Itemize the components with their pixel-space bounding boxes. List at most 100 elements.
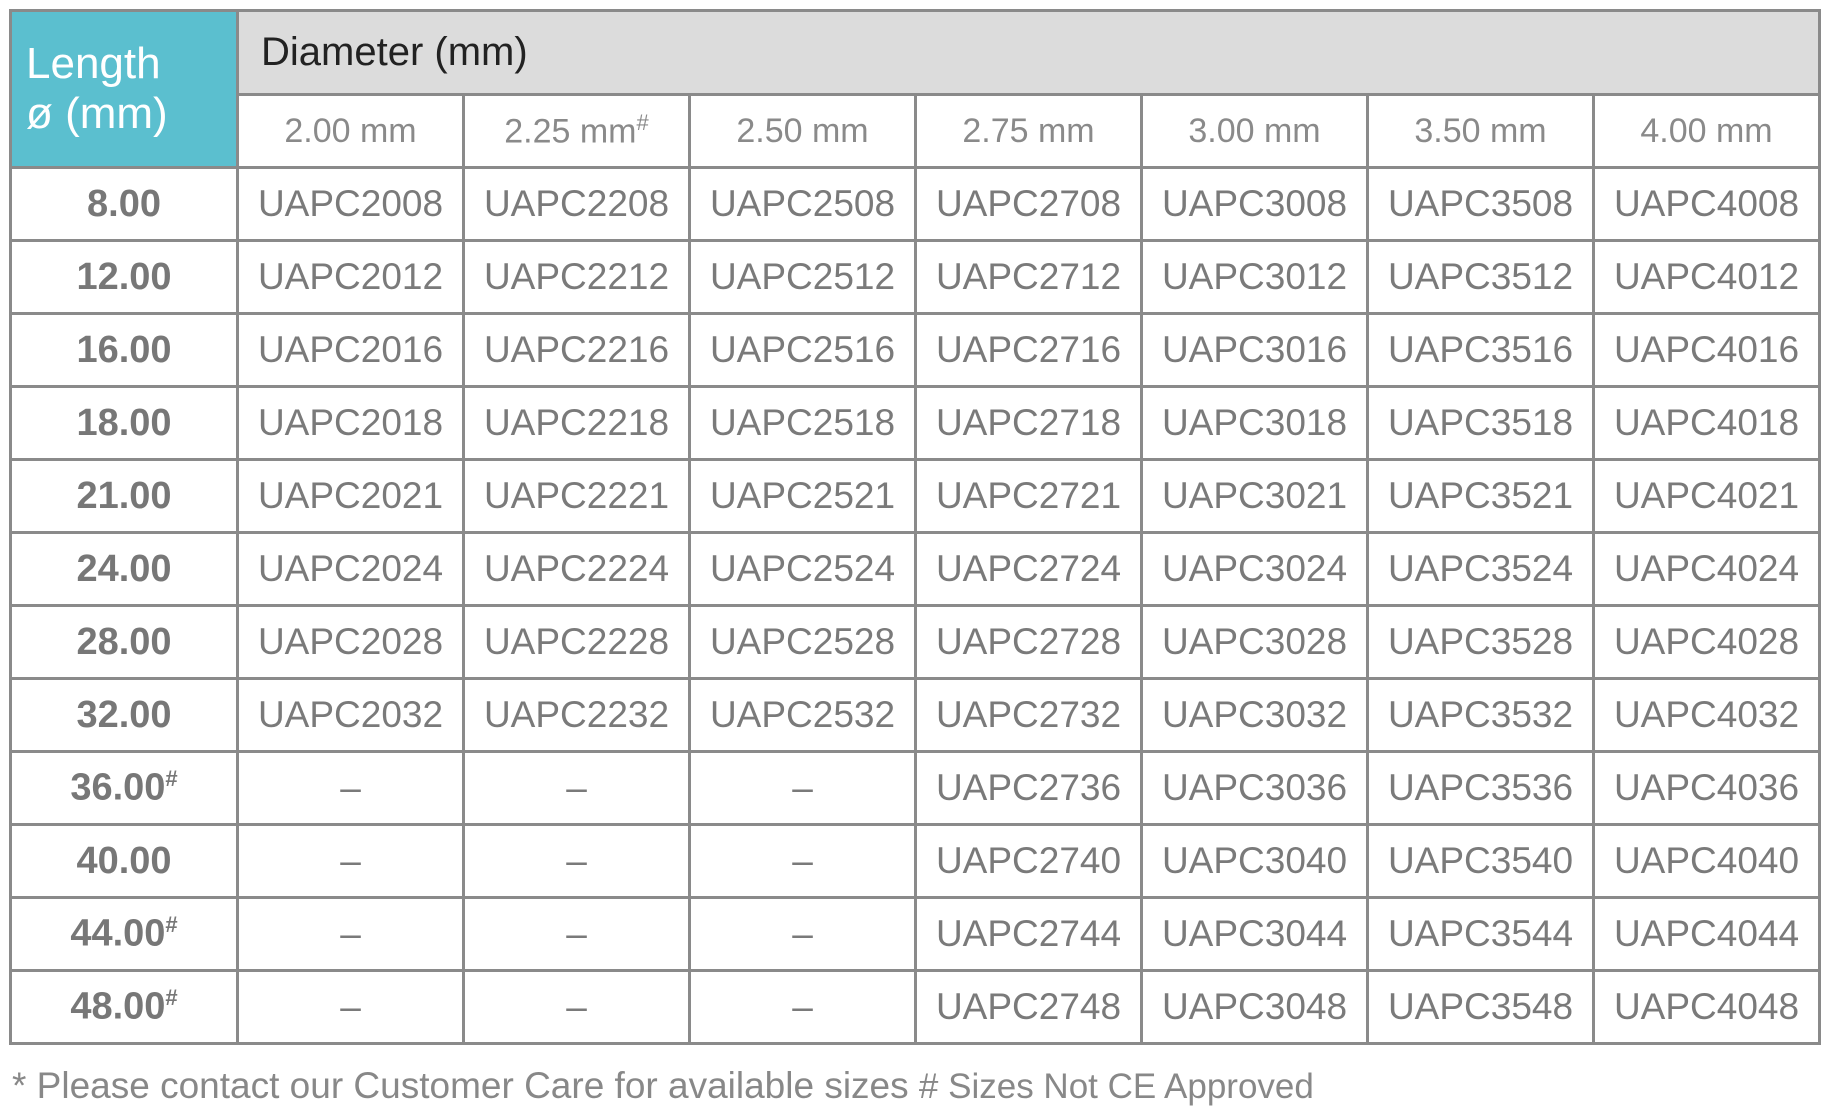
product-code-cell: UAPC2212 [462, 239, 691, 315]
product-code-cell: – [236, 823, 465, 899]
length-cell: 40.00 [9, 823, 239, 899]
length-cell: 12.00 [9, 239, 239, 315]
diameter-column-header: 2.50 mm [688, 93, 917, 169]
product-code-cell: UAPC2012 [236, 239, 465, 315]
not-ce-mark: # [165, 985, 178, 1011]
product-code-cell: UAPC3024 [1140, 531, 1369, 607]
table-row: 28.00 UAPC2028 UAPC2228 UAPC2528 UAPC2728 UAP… [9, 604, 1821, 680]
product-code-cell: – [236, 969, 465, 1045]
product-code-cell: – [688, 750, 917, 826]
table-body: 8.00 UAPC2008 UAPC2208 UAPC2508 UAPC2708 UAPC… [9, 166, 1821, 1045]
product-code-cell: – [462, 823, 691, 899]
diameter-label: 2.50 mm [736, 111, 869, 150]
product-code-cell: UAPC2528 [688, 604, 917, 680]
product-code-cell: – [236, 750, 465, 826]
product-code-cell: UAPC3544 [1366, 896, 1595, 972]
product-code-cell: UAPC3512 [1366, 239, 1595, 315]
diameter-header: Diameter (mm) [236, 9, 1821, 96]
product-code-cell: UAPC2740 [914, 823, 1143, 899]
diameter-column-header: 2.00 mm [236, 93, 465, 169]
product-code-cell: UAPC2736 [914, 750, 1143, 826]
length-cell: 16.00 [9, 312, 239, 388]
product-code-cell: UAPC4024 [1592, 531, 1821, 607]
diameter-column-header: 2.25 mm# [462, 93, 691, 169]
footer-note-contact: * Please contact our Customer Care for a… [12, 1065, 909, 1106]
length-header: Length ø (mm) [9, 9, 239, 169]
length-value: 12.00 [76, 255, 172, 298]
table-row: 16.00 UAPC2016 UAPC2216 UAPC2516 UAPC2716 UAP… [9, 312, 1821, 388]
table-row: 32.00 UAPC2032 UAPC2232 UAPC2532 UAPC2732 UAP… [9, 677, 1821, 753]
product-code-cell: UAPC3532 [1366, 677, 1595, 753]
product-code-cell: UAPC2008 [236, 166, 465, 242]
diameter-label: 3.50 mm [1414, 111, 1547, 150]
product-code-cell: – [462, 896, 691, 972]
product-code-cell: UAPC3040 [1140, 823, 1369, 899]
length-value: 40.00 [76, 839, 172, 882]
not-ce-mark: # [165, 766, 178, 792]
length-cell: 32.00 [9, 677, 239, 753]
length-value: 36.00 [70, 766, 166, 809]
product-code-cell: UAPC3508 [1366, 166, 1595, 242]
product-code-cell: UAPC4021 [1592, 458, 1821, 534]
product-code-cell: UAPC3524 [1366, 531, 1595, 607]
product-code-cell: UAPC2524 [688, 531, 917, 607]
product-code-cell: UAPC2508 [688, 166, 917, 242]
length-value: 24.00 [76, 547, 172, 590]
product-code-cell: – [688, 823, 917, 899]
footer-notes: * Please contact our Customer Care for a… [12, 1065, 1314, 1107]
table-row: 24.00 UAPC2024 UAPC2224 UAPC2524 UAPC2724 UAP… [9, 531, 1821, 607]
product-code-cell: UAPC4018 [1592, 385, 1821, 461]
length-value: 21.00 [76, 474, 172, 517]
product-code-cell: UAPC3516 [1366, 312, 1595, 388]
diameter-column-header: 3.00 mm [1140, 93, 1369, 169]
diameter-label: 3.00 mm [1188, 111, 1321, 150]
product-code-cell: UAPC2712 [914, 239, 1143, 315]
product-code-cell: UAPC3048 [1140, 969, 1369, 1045]
product-code-cell: UAPC2732 [914, 677, 1143, 753]
product-code-cell: UAPC2512 [688, 239, 917, 315]
product-code-cell: – [688, 969, 917, 1045]
product-code-cell: UAPC2721 [914, 458, 1143, 534]
product-code-cell: UAPC2716 [914, 312, 1143, 388]
product-code-cell: UAPC2018 [236, 385, 465, 461]
length-value: 48.00 [70, 985, 166, 1028]
length-value: 16.00 [76, 328, 172, 371]
product-code-cell: UAPC3044 [1140, 896, 1369, 972]
product-code-cell: – [236, 896, 465, 972]
product-code-cell: – [462, 969, 691, 1045]
length-value: 18.00 [76, 401, 172, 444]
length-value: 8.00 [87, 182, 161, 225]
product-code-cell: UAPC4048 [1592, 969, 1821, 1045]
product-code-cell: UAPC2216 [462, 312, 691, 388]
product-code-cell: UAPC3536 [1366, 750, 1595, 826]
product-code-cell: UAPC2218 [462, 385, 691, 461]
product-code-cell: UAPC3521 [1366, 458, 1595, 534]
table-row: 21.00 UAPC2021 UAPC2221 UAPC2521 UAPC2721 UAP… [9, 458, 1821, 534]
table-row: 8.00 UAPC2008 UAPC2208 UAPC2508 UAPC2708 UAPC… [9, 166, 1821, 242]
product-code-cell: UAPC3548 [1366, 969, 1595, 1045]
length-cell: 8.00 [9, 166, 239, 242]
product-code-cell: UAPC2728 [914, 604, 1143, 680]
footer-note-ce: # Sizes Not CE Approved [918, 1067, 1314, 1106]
diameter-label: 2.00 mm [284, 111, 417, 150]
product-code-cell: UAPC2208 [462, 166, 691, 242]
length-cell: 24.00 [9, 531, 239, 607]
product-code-cell: UAPC2032 [236, 677, 465, 753]
product-code-cell: UAPC3028 [1140, 604, 1369, 680]
table-row: 12.00 UAPC2012 UAPC2212 UAPC2512 UAPC2712 UAP… [9, 239, 1821, 315]
product-code-cell: UAPC3018 [1140, 385, 1369, 461]
table-row: 44.00# – – – UAPC2744 UAPC3044 UAPC3544 UAPC404… [9, 896, 1821, 972]
product-code-cell: – [688, 896, 917, 972]
table-row: 18.00 UAPC2018 UAPC2218 UAPC2518 UAPC2718 UAP… [9, 385, 1821, 461]
length-cell: 21.00 [9, 458, 239, 534]
product-code-cell: UAPC2708 [914, 166, 1143, 242]
product-code-cell: UAPC2021 [236, 458, 465, 534]
length-cell: 48.00# [9, 969, 239, 1045]
product-code-cell: UAPC4040 [1592, 823, 1821, 899]
diameter-label: 2.25 mm [504, 112, 637, 151]
table-row: 40.00– – – UAPC2740 UAPC3040 UAPC3540 UAPC4040 [9, 823, 1821, 899]
product-code-cell: UAPC2521 [688, 458, 917, 534]
table-row: 36.00# – – – UAPC2736 UAPC3036 UAPC3536 UAPC403… [9, 750, 1821, 826]
product-code-cell: UAPC4032 [1592, 677, 1821, 753]
product-code-cell: UAPC4008 [1592, 166, 1821, 242]
